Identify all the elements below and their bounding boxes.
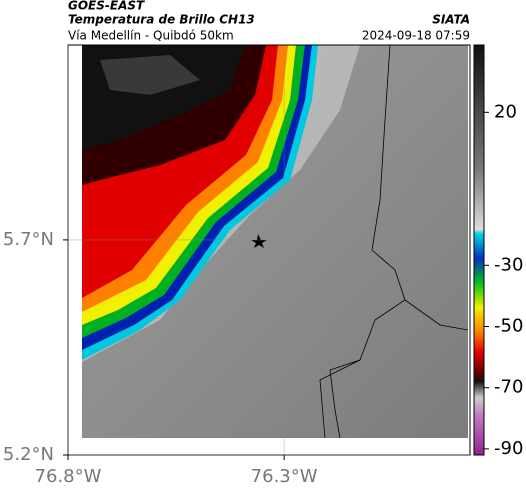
source: GOES-EAST <box>68 0 145 13</box>
title: Temperatura de Brillo CH13 <box>68 13 255 27</box>
x-tick-label: 76.8°W <box>35 466 102 487</box>
timestamp: 2024-09-18 07:59 <box>362 29 470 43</box>
colorbar-tick-label: -70 <box>494 377 523 398</box>
colorbar-tick-label: -50 <box>494 315 523 336</box>
colorbar-tick-label: -90 <box>494 438 523 459</box>
x-tick-label: 76.3°W <box>251 466 318 487</box>
subtitle: Vía Medellín - Quibdó 50km <box>68 29 234 43</box>
y-tick-label: 5.7°N <box>3 229 54 250</box>
y-tick-label: 5.2°N <box>3 444 54 465</box>
colorbar-tick-label: 20 <box>494 101 517 122</box>
imagery <box>82 44 469 439</box>
agency: SIATA <box>432 13 470 27</box>
colorbar-tick-label: -30 <box>494 254 523 275</box>
colorbar <box>473 44 485 456</box>
